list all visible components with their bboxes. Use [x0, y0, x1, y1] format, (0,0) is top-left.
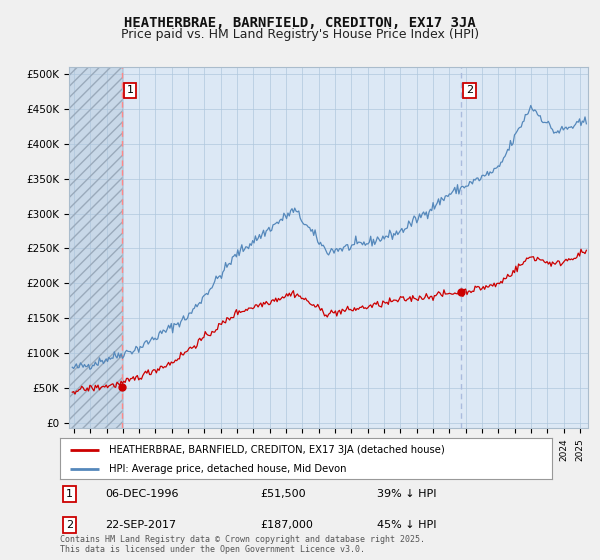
- Text: Contains HM Land Registry data © Crown copyright and database right 2025.
This d: Contains HM Land Registry data © Crown c…: [60, 535, 425, 554]
- Text: HEATHERBRAE, BARNFIELD, CREDITON, EX17 3JA: HEATHERBRAE, BARNFIELD, CREDITON, EX17 3…: [124, 16, 476, 30]
- Bar: [69, 67, 122, 428]
- Bar: [69, 67, 122, 428]
- Text: 2: 2: [466, 85, 473, 95]
- Text: 45% ↓ HPI: 45% ↓ HPI: [377, 520, 436, 530]
- Text: 22-SEP-2017: 22-SEP-2017: [105, 520, 176, 530]
- Text: 39% ↓ HPI: 39% ↓ HPI: [377, 489, 436, 499]
- Text: 1: 1: [127, 85, 133, 95]
- Text: 06-DEC-1996: 06-DEC-1996: [105, 489, 178, 499]
- Text: HEATHERBRAE, BARNFIELD, CREDITON, EX17 3JA (detached house): HEATHERBRAE, BARNFIELD, CREDITON, EX17 3…: [109, 445, 445, 455]
- Text: 2: 2: [66, 520, 73, 530]
- Text: Price paid vs. HM Land Registry's House Price Index (HPI): Price paid vs. HM Land Registry's House …: [121, 28, 479, 41]
- Text: HPI: Average price, detached house, Mid Devon: HPI: Average price, detached house, Mid …: [109, 464, 347, 474]
- Text: 1: 1: [66, 489, 73, 499]
- Text: £187,000: £187,000: [260, 520, 314, 530]
- Text: £51,500: £51,500: [260, 489, 306, 499]
